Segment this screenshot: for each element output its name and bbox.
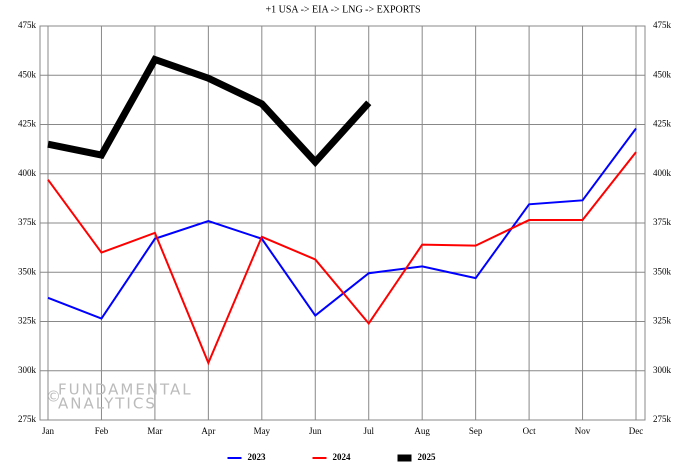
x-tick-label: Feb <box>95 426 109 436</box>
x-tick-label: Oct <box>523 426 536 436</box>
x-tick-label: Jan <box>42 426 54 436</box>
legend-label: 2023 <box>248 452 267 462</box>
y2-tick-label: 425k <box>653 119 672 129</box>
y2-tick-label: 400k <box>653 168 672 178</box>
y-tick-label: 450k <box>18 69 37 79</box>
y2-tick-label: 350k <box>653 266 672 276</box>
legend-label: 2024 <box>333 452 352 462</box>
series-line <box>47 127 637 320</box>
x-tick-label: Mar <box>147 426 162 436</box>
y2-tick-label: 325k <box>653 316 672 326</box>
x-tick-label: Apr <box>201 426 215 436</box>
y-tick-label: 350k <box>18 266 37 276</box>
y2-tick-label: 300k <box>653 365 672 375</box>
y2-tick-label: 375k <box>653 217 672 227</box>
legend-label: 2025 <box>418 452 437 462</box>
y-tick-label: 300k <box>18 365 37 375</box>
watermark-text: ANALYTICS <box>58 395 157 413</box>
y-tick-label: 425k <box>18 119 37 129</box>
watermark-symbol: © <box>46 388 63 406</box>
plot-frame <box>39 25 646 421</box>
watermark-text: FUNDAMENTAL <box>58 381 193 399</box>
x-tick-label: Dec <box>629 426 644 436</box>
x-tick-label: Jul <box>363 426 374 436</box>
x-tick-label: Jun <box>309 426 322 436</box>
x-tick-label: Sep <box>469 426 483 436</box>
y-tick-label: 375k <box>18 217 37 227</box>
x-tick-label: Nov <box>575 426 591 436</box>
y2-tick-label: 275k <box>653 414 672 424</box>
series-line <box>47 151 637 366</box>
y2-tick-label: 450k <box>653 69 672 79</box>
y-tick-label: 325k <box>18 316 37 326</box>
y-tick-label: 275k <box>18 414 37 424</box>
x-tick-label: Aug <box>414 426 430 436</box>
chart-title: +1 USA -> EIA -> LNG -> EXPORTS <box>265 4 420 15</box>
y2-tick-label: 475k <box>653 20 672 30</box>
y-tick-label: 400k <box>18 168 37 178</box>
series-line <box>47 55 372 168</box>
y-tick-label: 475k <box>18 20 37 30</box>
x-tick-label: May <box>254 426 271 436</box>
